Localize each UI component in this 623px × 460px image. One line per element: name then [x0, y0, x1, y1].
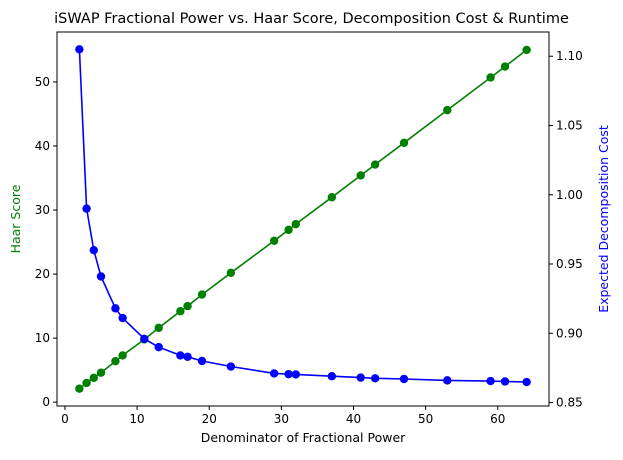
left-y-tick-label: 40 [35, 139, 50, 153]
chart-title: iSWAP Fractional Power vs. Haar Score, D… [54, 11, 569, 27]
x-tick-label: 50 [418, 412, 433, 426]
decomposition-cost-point [140, 334, 149, 344]
right-y-tick-label: 0.85 [556, 396, 583, 410]
x-tick-label: 10 [129, 412, 144, 426]
x-tick-label: 60 [490, 412, 505, 426]
haar-score-point [356, 171, 365, 180]
x-tick-label: 40 [346, 412, 361, 426]
decomposition-cost-point [96, 272, 106, 281]
right-y-axis: 0.85 0.90 0.95 1.00 1.05 1.10 [549, 49, 583, 410]
right-y-tick-label: 1.10 [556, 49, 583, 63]
right-y-tick-label: 0.95 [556, 257, 583, 271]
decomposition-cost-point [183, 352, 192, 362]
haar-score-point [89, 373, 98, 383]
haar-score-point [443, 105, 452, 115]
x-tick-label: 0 [61, 412, 69, 426]
haar-score-point [399, 138, 409, 147]
plot-frame [56, 31, 550, 407]
decomposition-cost-point [226, 362, 236, 371]
left-y-tick-label: 50 [35, 75, 50, 89]
haar-score-point [111, 356, 120, 366]
decomposition-cost-point [269, 369, 279, 378]
haar-score-point [486, 73, 495, 82]
decomposition-cost-point [154, 342, 163, 352]
haar-score-point [522, 45, 531, 55]
left-y-tick-label: 30 [35, 203, 50, 217]
haar-score-point [96, 368, 106, 377]
decomposition-cost-point [82, 204, 91, 213]
haar-score-point [154, 323, 163, 333]
decomposition-cost-point [443, 376, 452, 385]
haar-score-point [370, 160, 380, 169]
haar-score-point [176, 307, 185, 316]
x-axis: 0 10 20 30 40 50 60 [61, 406, 505, 426]
haar-score-point [75, 384, 84, 393]
decomposition-cost-point [370, 374, 380, 383]
left-y-tick-label: 0 [42, 395, 50, 409]
decomposition-cost-point [356, 373, 365, 382]
x-tick-label: 30 [274, 412, 289, 426]
haar-score-point [183, 301, 192, 311]
haar-score-point [327, 193, 337, 202]
decomposition-cost-point [75, 45, 84, 54]
haar-score-point [197, 290, 207, 299]
decomposition-cost-line [78, 49, 527, 383]
haar-score-point [291, 219, 300, 229]
decomposition-cost-point [327, 372, 337, 381]
decomposition-cost-point [197, 356, 207, 366]
decomposition-cost-point [291, 370, 300, 379]
decomposition-cost-point [118, 313, 127, 323]
decomposition-cost-point [89, 245, 98, 255]
haar-score-point [284, 225, 293, 235]
x-axis-label: Denominator of Fractional Power [201, 430, 406, 445]
right-y-tick-label: 0.90 [556, 326, 583, 340]
haar-score-point [269, 236, 279, 245]
decomposition-cost-point [284, 369, 293, 379]
left-y-axis-label: Haar Score [8, 184, 23, 253]
haar-score-point [118, 351, 127, 360]
haar-score-point [500, 62, 510, 71]
haar-score-point [82, 378, 91, 388]
right-y-tick-label: 1.05 [556, 119, 583, 133]
haar-score-point [226, 268, 236, 277]
left-y-tick-label: 10 [35, 331, 50, 345]
right-y-axis-label: Expected Decomposition Cost [596, 125, 611, 313]
decomposition-cost-point [111, 304, 120, 313]
x-tick-label: 20 [202, 412, 217, 426]
left-y-axis: 0 10 20 30 40 50 [35, 75, 57, 409]
decomposition-cost-point [399, 374, 409, 384]
right-y-tick-label: 1.00 [556, 188, 583, 202]
decomposition-cost-point [486, 376, 495, 386]
decomposition-cost-point [500, 377, 510, 386]
left-y-tick-label: 20 [35, 267, 50, 281]
decomposition-cost-point [522, 377, 531, 387]
series-layer [75, 45, 531, 393]
decomposition-cost-point [176, 351, 185, 360]
